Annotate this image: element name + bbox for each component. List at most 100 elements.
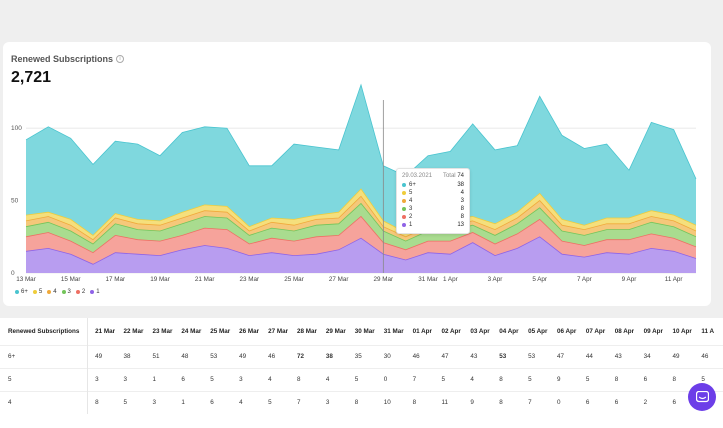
- table-cell: 6: [203, 390, 233, 414]
- legend-item[interactable]: 4: [47, 289, 57, 295]
- table-cell: 44: [578, 344, 608, 368]
- series-line-4: [25, 195, 697, 241]
- table-cell: 0: [376, 367, 406, 391]
- table-column-header[interactable]: 21 Mar: [95, 327, 116, 335]
- table-column-header[interactable]: 25 Mar: [210, 327, 231, 335]
- tooltip-row-name: 1: [409, 222, 413, 228]
- table-cell: 43: [607, 344, 637, 368]
- x-tick-label: 23 Mar: [240, 276, 260, 283]
- legend-dot-icon: [75, 290, 80, 294]
- x-tick-label: 7 Apr: [577, 276, 592, 283]
- table-cell: 5: [203, 367, 233, 391]
- table-column-header[interactable]: 01 Apr: [412, 327, 432, 335]
- table-column-header[interactable]: 04 Apr: [499, 327, 519, 335]
- table-column-header[interactable]: 31 Mar: [383, 327, 404, 335]
- table-column-header[interactable]: 29 Mar: [325, 327, 346, 335]
- table-cell: 5: [261, 390, 290, 414]
- legend-label: 4: [53, 289, 57, 295]
- table-cell: 9: [463, 390, 493, 414]
- series-area-2: [26, 216, 696, 265]
- table-column-header[interactable]: 27 Mar: [268, 327, 289, 335]
- table-cell: 5: [578, 367, 608, 391]
- table-cell: 7: [289, 390, 319, 414]
- legend-label: 3: [67, 289, 71, 295]
- table-cell: 53: [203, 344, 233, 368]
- table-cell: 5: [434, 367, 464, 391]
- y-tick-label: 0: [11, 270, 15, 277]
- table-header-row: Renewed Subscriptions 21 Mar 22 Mar 23 Mar…: [0, 318, 723, 345]
- table-cell: 6: [578, 390, 608, 414]
- table-cell: 8: [492, 367, 522, 391]
- tooltip-total: Total 74: [443, 173, 464, 179]
- tooltip-row-label: 1: [402, 222, 412, 228]
- series-line-1: [25, 236, 697, 265]
- table-cell: 53: [521, 344, 550, 368]
- x-tick-label: 13 Mar: [16, 276, 36, 283]
- total-value: 2,721: [11, 69, 52, 86]
- table-cell: 2: [636, 390, 666, 414]
- table-row-label: 6+: [0, 344, 89, 368]
- table-column-header[interactable]: 06 Apr: [556, 327, 577, 335]
- table-cell: 4: [463, 367, 493, 391]
- table-cell: 8: [347, 390, 377, 414]
- legend-item[interactable]: 1: [90, 289, 100, 295]
- table-column-header[interactable]: 07 Apr: [585, 327, 606, 335]
- tooltip-dot-icon: [402, 207, 406, 211]
- table-cell: 3: [145, 390, 175, 414]
- table-cell: 9: [549, 367, 579, 391]
- table-cell: 1: [145, 367, 175, 391]
- tooltip-row-value: 8: [460, 214, 464, 220]
- table-column-header[interactable]: 23 Mar: [152, 327, 173, 335]
- table-cell: 5: [347, 367, 377, 391]
- table-cell: 53: [492, 344, 522, 368]
- table-column-header[interactable]: 02 Apr: [441, 327, 461, 335]
- table-cell: 4: [261, 367, 290, 391]
- legend-item[interactable]: 3: [61, 289, 71, 295]
- legend-item[interactable]: 6+: [15, 289, 28, 295]
- legend-item[interactable]: 2: [75, 289, 85, 295]
- table-cell: 51: [145, 344, 175, 368]
- chat-launcher-button[interactable]: [688, 383, 716, 411]
- table-cell: 8: [607, 367, 637, 391]
- table-cell: 46: [261, 344, 290, 368]
- legend-item[interactable]: 5: [32, 289, 42, 295]
- tooltip-total-label: Total: [442, 173, 456, 179]
- legend-dot-icon: [15, 290, 19, 294]
- table-cell: 38: [318, 344, 348, 368]
- table-cell: 43: [463, 344, 493, 368]
- legend-dot-icon: [47, 290, 52, 294]
- table-cell: 3: [87, 367, 117, 391]
- tooltip-row: 6+ 38: [402, 181, 464, 189]
- table-column-header[interactable]: 08 Apr: [614, 327, 635, 335]
- x-tick-label: 15 Mar: [61, 276, 81, 283]
- tooltip-row-value: 38: [457, 182, 464, 188]
- table-column-header[interactable]: 24 Mar: [181, 327, 202, 335]
- table-column-header[interactable]: 28 Mar: [296, 327, 317, 335]
- info-icon[interactable]: i: [116, 55, 125, 63]
- table-column-header[interactable]: 11 A: [701, 327, 715, 335]
- x-tick-label: 1 Apr: [443, 276, 458, 283]
- table-column-header[interactable]: 09 Apr: [643, 327, 663, 335]
- legend-label: 1: [96, 289, 100, 295]
- x-tick-label: 9 Apr: [622, 276, 637, 283]
- tooltip-row-name: 5: [409, 190, 413, 196]
- tooltip-row-value: 4: [460, 190, 464, 196]
- tooltip-row: 1 13: [402, 221, 464, 229]
- table-column-header[interactable]: 03 Apr: [470, 327, 490, 335]
- table-column-header[interactable]: 22 Mar: [123, 327, 144, 335]
- table-cell: 4: [318, 367, 348, 391]
- table-column-header[interactable]: 26 Mar: [239, 327, 260, 335]
- area-chart[interactable]: 0 50 100 13 Mar 15 Mar 17 Mar 19 Mar 21 Mar 23 M…: [3, 42, 711, 306]
- tooltip-row-label: 5: [402, 190, 412, 196]
- data-table-container[interactable]: Renewed Subscriptions 21 Mar 22 Mar 23 Mar…: [0, 318, 723, 428]
- table-column-header[interactable]: 10 Apr: [672, 327, 692, 335]
- table-cell: 7: [521, 390, 550, 414]
- table-column-header[interactable]: 05 Apr: [528, 327, 548, 335]
- table-column-header[interactable]: 30 Mar: [354, 327, 375, 335]
- table-header-label: Renewed Subscriptions: [0, 318, 89, 345]
- tooltip-row-name: 2: [409, 214, 413, 220]
- table-row: 6+ 49 38 51 48 53 49 46 72 38 35 30 46 47 43 53 53 47 44 43…: [0, 344, 723, 368]
- legend-dot-icon: [90, 290, 95, 294]
